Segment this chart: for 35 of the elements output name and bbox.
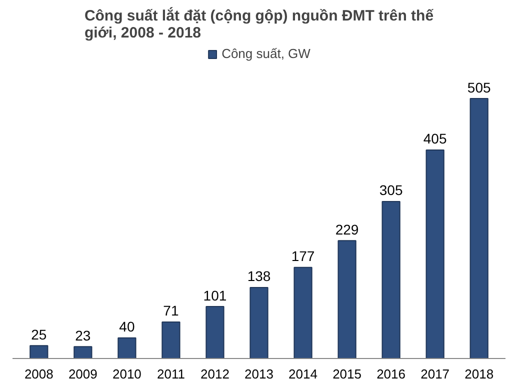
data-label: 229 — [335, 221, 359, 238]
data-label: 405 — [423, 130, 447, 147]
bar — [294, 266, 312, 358]
data-label: 40 — [119, 318, 135, 335]
x-tick-label: 2017 — [420, 366, 450, 382]
data-label: 101 — [203, 287, 227, 304]
x-tick-label: 2018 — [464, 366, 494, 382]
bar — [74, 346, 92, 358]
x-tick-label: 2010 — [112, 366, 142, 382]
legend-label: Công suất, GW — [222, 46, 310, 61]
bar — [426, 149, 444, 358]
bar — [206, 306, 224, 358]
data-label: 71 — [163, 302, 179, 319]
bar — [338, 240, 356, 358]
x-tick-label: 2012 — [200, 366, 230, 382]
bar — [250, 286, 268, 358]
data-label: 25 — [31, 326, 47, 342]
x-tick-label: 2015 — [332, 366, 362, 382]
data-label: 138 — [247, 268, 271, 284]
data-label: 505 — [467, 79, 491, 96]
x-tick-label: 2011 — [156, 366, 185, 382]
bar — [382, 200, 400, 358]
x-tick-label: 2008 — [24, 366, 54, 382]
x-tick-label: 2014 — [288, 366, 318, 382]
bar — [118, 337, 136, 358]
bar — [30, 345, 48, 358]
bar — [470, 98, 488, 358]
data-label: 177 — [291, 248, 315, 264]
x-tick-label: 2016 — [376, 366, 406, 382]
x-tick-label: 2013 — [244, 366, 274, 382]
data-label: 305 — [379, 182, 403, 198]
bar — [162, 321, 180, 358]
x-tick-label: 2009 — [68, 366, 98, 382]
chart-title: Công suất lắt đặt (cộng gộp) nguồn ĐMT trên thế giới, 2008 - 2018 — [84, 6, 434, 42]
data-label: 23 — [75, 327, 91, 344]
